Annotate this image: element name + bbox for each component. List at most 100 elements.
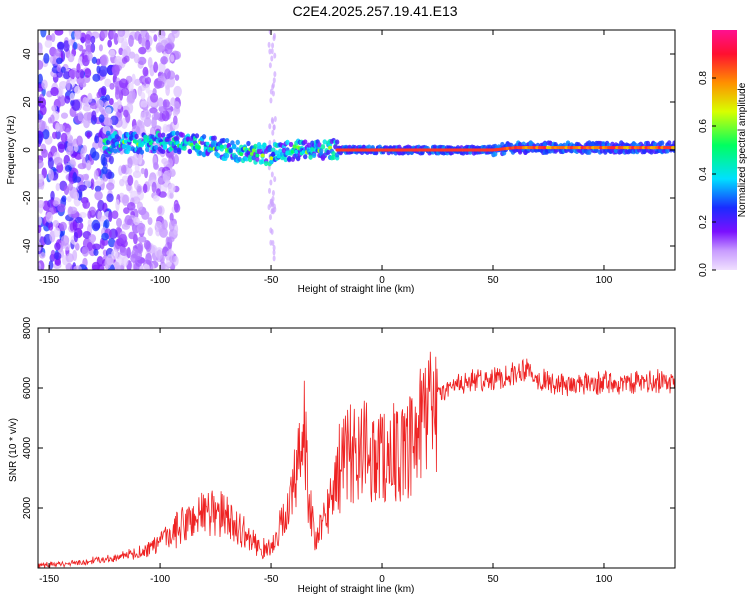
x-tick-label: 100	[596, 574, 613, 585]
spectrogram-cell	[272, 249, 276, 256]
spectrogram-cell	[73, 265, 82, 270]
spectrogram-cell	[667, 140, 672, 146]
spectrogram-cell	[55, 183, 60, 192]
spectrogram-cell	[61, 195, 67, 203]
spectrogram-cell	[103, 117, 113, 127]
spectrogram-cell	[128, 34, 134, 47]
spectrogram-y-label: Frequency (Hz)	[6, 116, 17, 185]
spectrogram-cell	[269, 97, 273, 104]
spectrogram-cell	[121, 144, 127, 150]
spectrogram-cell	[162, 99, 170, 108]
spectrogram-cell	[136, 223, 146, 234]
spectrogram-cell	[98, 140, 103, 149]
spectrogram-cell	[255, 153, 260, 158]
spectrogram-cell	[166, 236, 175, 243]
spectrogram-cell	[167, 32, 176, 44]
spectrogram-cell	[659, 140, 665, 146]
spectrogram-cell	[141, 36, 146, 48]
spectrogram-cell	[91, 110, 97, 121]
spectrogram-cell	[274, 150, 280, 156]
spectrogram-cell	[174, 203, 181, 213]
spectrogram-cell	[151, 116, 157, 129]
spectrogram-cell	[169, 192, 174, 199]
spectrogram-cell	[57, 203, 66, 213]
spectrogram-cell	[106, 182, 115, 191]
spectrogram-cell	[116, 99, 122, 110]
spectrogram-x-label: Height of straight line (km)	[298, 284, 415, 295]
spectrogram-cell	[108, 210, 113, 223]
spectrogram-cell	[87, 210, 92, 220]
spectrogram-cell	[47, 157, 54, 169]
spectrogram-cell	[267, 187, 271, 194]
spectrogram-cell	[84, 68, 92, 78]
spectrogram-cell	[311, 152, 317, 159]
spectrogram-cell	[38, 133, 43, 145]
spectrogram-cell	[72, 41, 78, 50]
spectrogram-cell	[127, 174, 134, 186]
spectrogram-cell	[117, 35, 125, 44]
x-tick-label: 50	[487, 574, 499, 585]
spectrogram-cell	[665, 148, 670, 154]
spectrogram-cell	[149, 107, 158, 114]
spectrogram-cell	[133, 53, 140, 64]
spectrogram-cell	[76, 227, 82, 238]
spectrogram-cell	[128, 231, 136, 240]
spectrogram-cell	[268, 123, 272, 130]
spectrogram-cell	[271, 151, 276, 157]
x-tick-label: 0	[379, 574, 385, 585]
spectrogram-cell	[94, 181, 101, 188]
spectrogram-cell	[273, 71, 277, 78]
spectrogram-panel: -150 -100 -50 0 50 100 -40 -20 0 20 40 Height of …	[6, 29, 676, 295]
y-tick-label: 6000	[22, 376, 33, 399]
spectrogram-cell	[116, 217, 122, 228]
spectrogram-cell	[94, 185, 102, 193]
spectrogram-cell	[132, 153, 141, 166]
spectrogram-cell	[73, 143, 79, 153]
spectrogram-cell	[79, 68, 85, 79]
spectrogram-cell	[145, 252, 152, 265]
spectrogram-cell	[165, 84, 170, 97]
spectrogram-cell	[153, 34, 158, 42]
spectrogram-cell	[81, 246, 90, 257]
spectrogram-cell	[41, 148, 48, 159]
spectrogram-cell	[38, 120, 46, 132]
spectrogram-cell	[142, 183, 148, 194]
spectrogram-cell	[88, 234, 97, 243]
y-tick-label: 2000	[22, 496, 33, 519]
spectrogram-cell	[308, 154, 313, 160]
spectrogram-cell	[73, 191, 80, 201]
spectrogram-cell	[95, 58, 101, 66]
spectrogram-cell	[71, 99, 81, 112]
y-tick-label: 0	[22, 147, 33, 153]
spectrogram-cell	[153, 162, 159, 170]
x-tick-label: -150	[39, 275, 59, 286]
spectrogram-cell	[224, 153, 230, 159]
spectrogram-cell	[132, 170, 142, 179]
spectrogram-cell	[167, 183, 176, 194]
spectrogram-cell	[283, 156, 288, 163]
spectrogram-cell	[160, 148, 166, 155]
spectrogram-cell	[121, 164, 127, 174]
spectrogram-cell	[67, 139, 74, 152]
spectrogram-cell	[39, 251, 46, 259]
spectrogram-cell	[105, 139, 111, 145]
spectrogram-cell	[91, 151, 100, 161]
x-tick-label: 50	[487, 275, 499, 286]
spectrogram-cell	[85, 160, 92, 171]
spectrogram-cell	[322, 139, 327, 145]
spectrogram-cell	[260, 153, 265, 158]
spectrogram-cell	[171, 30, 178, 35]
spectrogram-cell	[246, 140, 251, 147]
spectrogram-cell	[84, 179, 92, 188]
spectrogram-cell	[272, 255, 276, 262]
spectrogram-cell	[249, 151, 254, 156]
spectrogram-cell	[63, 185, 70, 196]
spectrogram-cell	[269, 158, 274, 165]
spectrogram-cell	[138, 46, 147, 55]
spectrogram-cell	[271, 42, 275, 49]
spectrogram-cell	[333, 144, 338, 150]
spectrogram-cell	[310, 147, 315, 152]
spectrogram-cell	[101, 232, 109, 241]
colorbar-tick-label: 0.6	[698, 119, 709, 133]
spectrogram-cell	[38, 199, 45, 209]
